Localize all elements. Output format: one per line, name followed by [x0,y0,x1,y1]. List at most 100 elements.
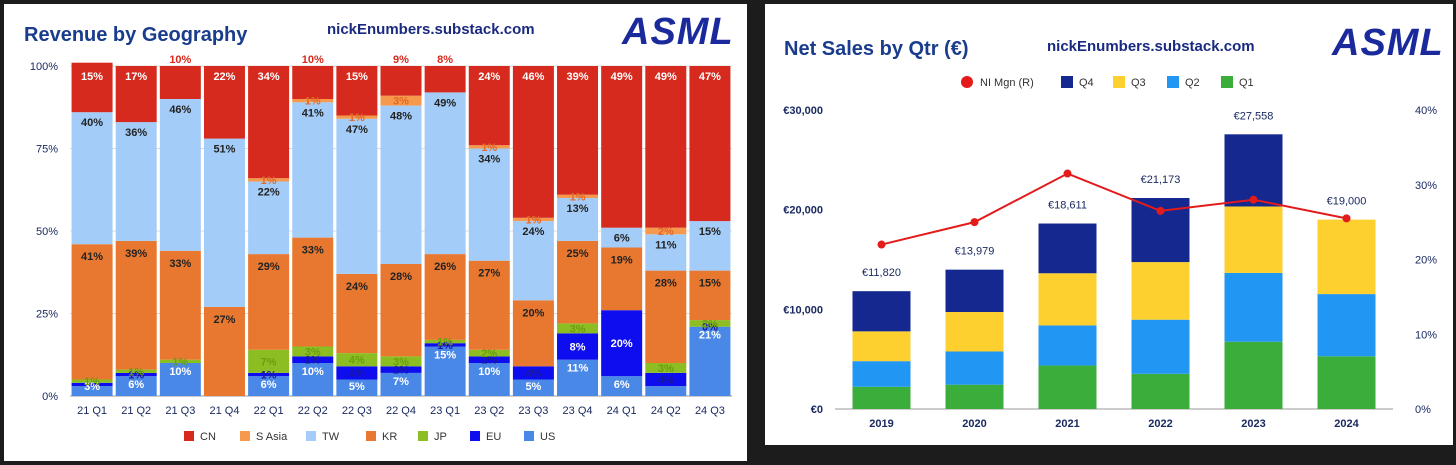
bar-segment-s-asia [645,227,687,235]
data-label-cn: 46% [522,71,544,83]
y-tick-label: 100% [30,61,58,73]
total-label: €21,173 [1141,174,1181,186]
y-tick-label: €30,000 [783,105,823,117]
bar-segment-cn [159,66,201,99]
data-label-kr: 39% [125,248,147,260]
bar-segment-q3 [852,331,911,362]
legend-swatch-q2 [1167,76,1179,88]
bar-segment-us [115,376,157,396]
bar-segment-q1 [1038,365,1097,409]
legend-label: TW [322,431,340,443]
bar-segment-q2 [852,361,911,387]
y2-tick-label: 0% [1415,404,1431,416]
data-label-eu: 1% [437,340,453,352]
bar-segment-eu [115,372,157,377]
bar-segment-q1 [945,384,1004,409]
bar-segment-jp [468,349,510,357]
bar-segment-cn [203,66,245,139]
bar-segment-us [689,326,731,396]
data-label-us: 3% [84,381,100,393]
y2-tick-label: 40% [1415,105,1437,117]
data-label-jp: 4% [349,355,365,367]
bar-segment-tw [645,234,687,271]
bar-segment-s-asia [336,115,378,119]
y-tick-label: 75% [36,144,58,156]
bar-segment-q3 [1224,206,1283,273]
ni-margin-point [877,240,886,249]
bar-segment-q2 [1224,272,1283,342]
bar-segment-q4 [1224,134,1283,207]
bar-segment-us [159,363,201,396]
data-label-tw: 40% [81,117,103,129]
bar-segment-q4 [945,269,1004,313]
bar-segment-us [424,346,466,396]
bar-segment-cn [424,66,466,93]
x-tick-label: 22 Q1 [254,405,284,417]
bar-segment-kr [380,264,422,357]
bar-segment-tw [159,99,201,251]
data-label-cn: 47% [699,71,721,83]
data-label-s-asia: 3% [393,96,409,108]
data-label-jp: 3% [658,363,674,375]
bar-segment-q2 [1317,294,1376,357]
data-label-kr: 33% [302,245,324,257]
total-label: €11,820 [862,267,901,279]
bar-segment-q3 [945,312,1004,352]
data-label-cn: 24% [478,71,500,83]
bar-segment-tw [689,221,731,271]
total-label: €19,000 [1327,196,1367,208]
data-label-kr: 41% [81,251,103,263]
data-label-us: 6% [128,379,144,391]
data-label-us: 15% [434,350,456,362]
ni-margin-point [1342,214,1351,223]
data-label-tw: 49% [434,97,456,109]
bar-segment-q1 [852,386,911,409]
bar-segment-jp [292,346,334,357]
bar-segment-jp [248,349,290,373]
legend-swatch-q1 [1221,76,1233,88]
bar-segment-q1 [1317,356,1376,409]
ni-margin-line [881,172,1347,246]
legend-label: Q3 [1131,77,1146,89]
ni-margin-point [1249,195,1258,204]
legend-swatch-ni-margin [961,76,973,88]
data-label-s-asia: 1% [570,191,586,203]
x-tick-label: 23 Q4 [563,405,593,417]
data-label-tw: 36% [125,127,147,139]
legend-swatch-eu [470,431,480,441]
data-label-jp: 7% [261,356,277,368]
data-label-tw: 47% [346,124,368,136]
net-sales-site-label: nickEnumbers.substack.com [1047,38,1255,55]
legend-swatch-q4 [1061,76,1073,88]
net-sales-chart-title: Net Sales by Qtr (€) [784,38,969,60]
data-label-us: 5% [349,381,365,393]
data-label-jp: 1% [172,356,188,368]
bar-segment-eu [645,372,687,387]
bar-segment-eu [248,372,290,377]
data-label-eu: 8% [570,342,586,354]
data-label-us: 10% [302,366,324,378]
bar-segment-tw [468,148,510,261]
data-label-s-asia: 1% [349,112,365,124]
x-tick-label: 23 Q2 [474,405,504,417]
bar-segment-jp [159,359,201,363]
data-label-kr: 27% [478,268,500,280]
data-label-s-asia: 1% [481,142,497,154]
bar-segment-us [292,363,334,396]
net-sales-chart-panel: Net Sales by Qtr (€) nickEnumbers.substa… [765,4,1453,445]
bar-segment-tw [424,92,466,255]
bar-segment-q4 [1038,223,1097,274]
data-label-tw: 24% [522,226,544,238]
data-label-eu: 4% [525,368,541,380]
bar-segment-jp [336,353,378,367]
data-label-jp: 3% [570,323,586,335]
bar-segment-q1 [1131,373,1190,409]
data-label-us: 6% [614,379,630,391]
data-label-eu: 2% [305,355,321,367]
geography-chart-title: Revenue by Geography [24,24,248,46]
data-label-eu: 2% [481,355,497,367]
bar-segment-cn [557,66,599,195]
legend-swatch-s-asia [240,431,250,441]
y-tick-label: €0 [811,404,823,416]
bar-segment-tw [71,112,113,245]
